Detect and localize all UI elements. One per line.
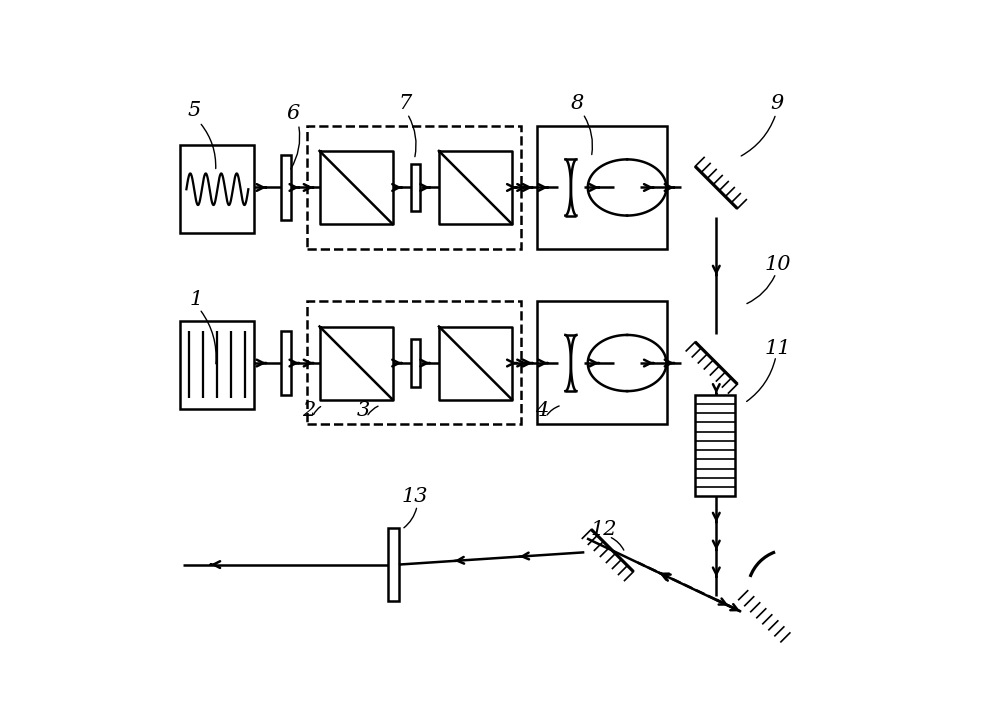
Text: 2: 2	[302, 400, 316, 419]
Bar	[537, 125, 667, 249]
Text: 4: 4	[536, 400, 549, 419]
Text: 1: 1	[190, 290, 203, 309]
Bar	[411, 339, 420, 387]
Bar	[307, 125, 521, 249]
Text: 8: 8	[571, 94, 584, 113]
Bar	[281, 155, 291, 220]
Text: 3: 3	[356, 400, 370, 419]
Bar	[695, 395, 735, 496]
Bar	[180, 321, 254, 409]
Text: 7: 7	[399, 94, 412, 113]
Bar	[180, 145, 254, 233]
Bar	[281, 331, 291, 396]
Text: 9: 9	[771, 94, 784, 113]
Text: 10: 10	[764, 255, 791, 274]
Text: 11: 11	[764, 340, 791, 358]
Text: 13: 13	[401, 487, 428, 506]
Bar	[537, 301, 667, 424]
Text: 12: 12	[591, 520, 617, 539]
Text: 6: 6	[286, 104, 299, 123]
Bar	[388, 528, 399, 601]
Bar	[307, 301, 521, 424]
Bar	[411, 164, 420, 212]
Text: 5: 5	[188, 101, 201, 120]
